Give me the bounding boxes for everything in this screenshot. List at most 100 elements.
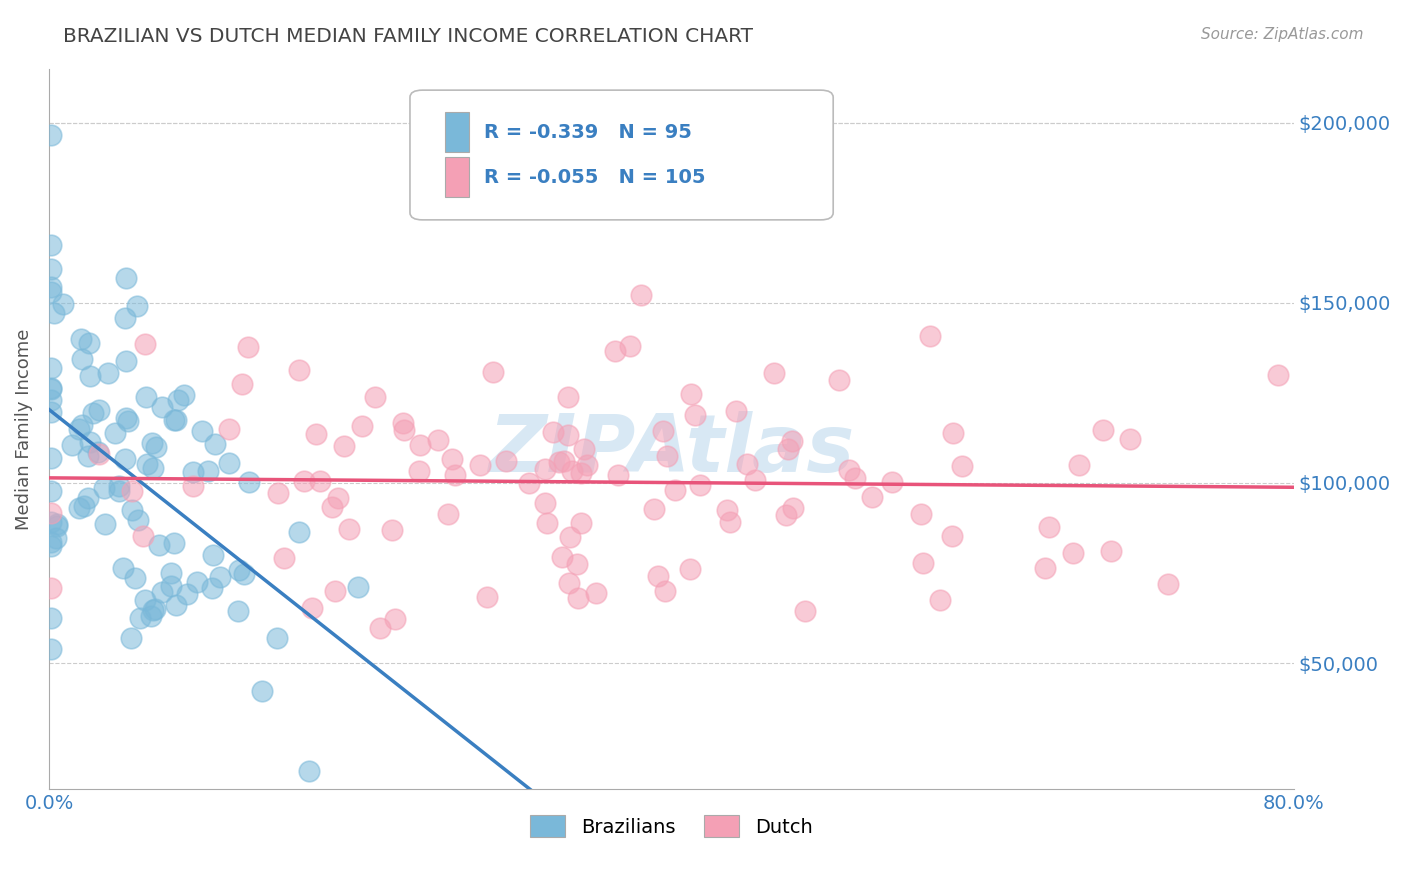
Point — [607, 467, 630, 482]
Point — [775, 508, 797, 522]
Point — [1119, 432, 1142, 446]
Point — [233, 567, 256, 582]
Point — [204, 436, 226, 450]
Point — [39, 540, 62, 554]
Point — [619, 339, 641, 353]
Point — [201, 581, 224, 595]
Point — [114, 410, 136, 425]
Point — [121, 484, 143, 499]
Point — [45, 532, 67, 546]
Point — [444, 468, 467, 483]
Point — [228, 563, 250, 577]
Text: R = -0.055   N = 105: R = -0.055 N = 105 — [484, 168, 706, 186]
FancyBboxPatch shape — [444, 157, 470, 197]
Point — [93, 481, 115, 495]
Point — [39, 237, 62, 252]
Point — [679, 387, 702, 401]
Point — [115, 270, 138, 285]
Point — [572, 442, 595, 456]
Point — [561, 464, 583, 478]
Point — [569, 516, 592, 531]
Point — [150, 401, 173, 415]
Point — [39, 450, 62, 465]
Point — [60, 438, 83, 452]
Point — [142, 603, 165, 617]
Point — [1069, 458, 1091, 472]
Point — [39, 381, 62, 395]
Point — [202, 549, 225, 563]
Point — [165, 598, 187, 612]
Point — [160, 579, 183, 593]
Point — [793, 604, 815, 618]
Point — [77, 335, 100, 350]
Point — [735, 457, 758, 471]
Point — [942, 425, 965, 440]
Point — [236, 340, 259, 354]
Point — [142, 461, 165, 475]
Point — [941, 529, 963, 543]
Point — [557, 390, 579, 404]
Point — [141, 435, 163, 450]
Point — [39, 516, 62, 530]
Point — [127, 299, 149, 313]
Point — [437, 508, 460, 522]
Point — [238, 475, 260, 490]
Point — [129, 611, 152, 625]
Point — [630, 288, 652, 302]
Point — [567, 591, 589, 605]
Point — [134, 593, 156, 607]
Point — [136, 458, 159, 472]
Point — [309, 474, 332, 488]
Point — [565, 557, 588, 571]
Point — [557, 428, 579, 442]
Point — [181, 465, 204, 479]
Point — [828, 373, 851, 387]
Point — [97, 367, 120, 381]
Point — [70, 351, 93, 366]
Point — [408, 464, 430, 478]
Point — [76, 449, 98, 463]
Point — [288, 363, 311, 377]
Point — [603, 343, 626, 358]
Point — [664, 483, 686, 497]
Point — [441, 451, 464, 466]
Point — [121, 502, 143, 516]
Point — [337, 522, 360, 536]
Point — [39, 535, 62, 549]
Point — [39, 393, 62, 408]
Point — [744, 473, 766, 487]
Point — [301, 600, 323, 615]
Point — [576, 458, 599, 472]
Point — [176, 587, 198, 601]
Point — [553, 454, 575, 468]
Point — [67, 422, 90, 436]
Point — [145, 440, 167, 454]
Point — [541, 425, 564, 439]
Point — [585, 586, 607, 600]
Point — [558, 576, 581, 591]
Point — [321, 500, 343, 514]
Point — [173, 388, 195, 402]
Point — [87, 447, 110, 461]
Point — [70, 332, 93, 346]
Point — [197, 464, 219, 478]
Point — [880, 475, 903, 490]
Point — [689, 478, 711, 492]
Point — [550, 550, 572, 565]
Point — [1099, 543, 1122, 558]
Text: Source: ZipAtlas.com: Source: ZipAtlas.com — [1201, 27, 1364, 42]
Point — [1038, 520, 1060, 534]
Point — [77, 491, 100, 505]
Text: R = -0.339   N = 95: R = -0.339 N = 95 — [484, 123, 692, 142]
Point — [124, 572, 146, 586]
Point — [782, 500, 804, 515]
Point — [929, 592, 952, 607]
Point — [108, 479, 131, 493]
Point — [39, 506, 62, 520]
Point — [135, 390, 157, 404]
Point — [384, 612, 406, 626]
Point — [67, 501, 90, 516]
Point — [910, 507, 932, 521]
Point — [394, 423, 416, 437]
Point — [39, 361, 62, 376]
